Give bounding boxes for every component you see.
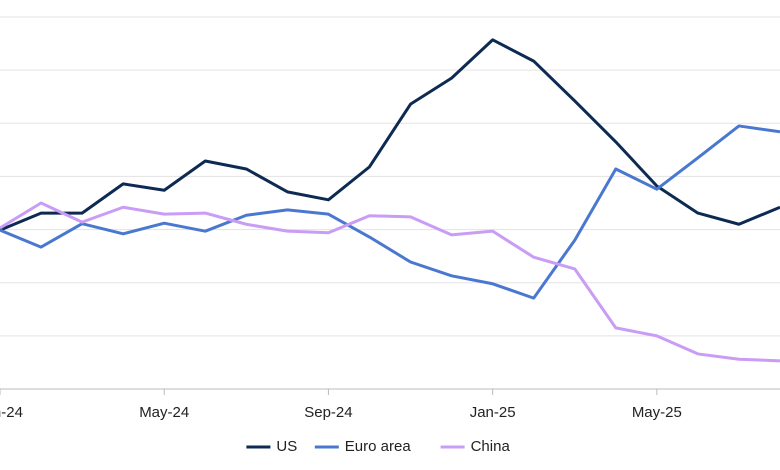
x-tick-label: May-25 <box>632 404 682 421</box>
x-tick-label: May-24 <box>139 404 189 421</box>
legend-label: China <box>471 438 511 455</box>
x-tick-label: Jan-25 <box>470 404 516 421</box>
legend-label: US <box>276 438 297 455</box>
series-line <box>0 124 780 300</box>
series-line <box>0 38 780 232</box>
x-tick-label: Jan-24 <box>0 404 23 421</box>
series-line <box>0 201 780 363</box>
x-tick-label: Sep-24 <box>304 404 352 421</box>
legend-label: Euro area <box>345 438 412 455</box>
